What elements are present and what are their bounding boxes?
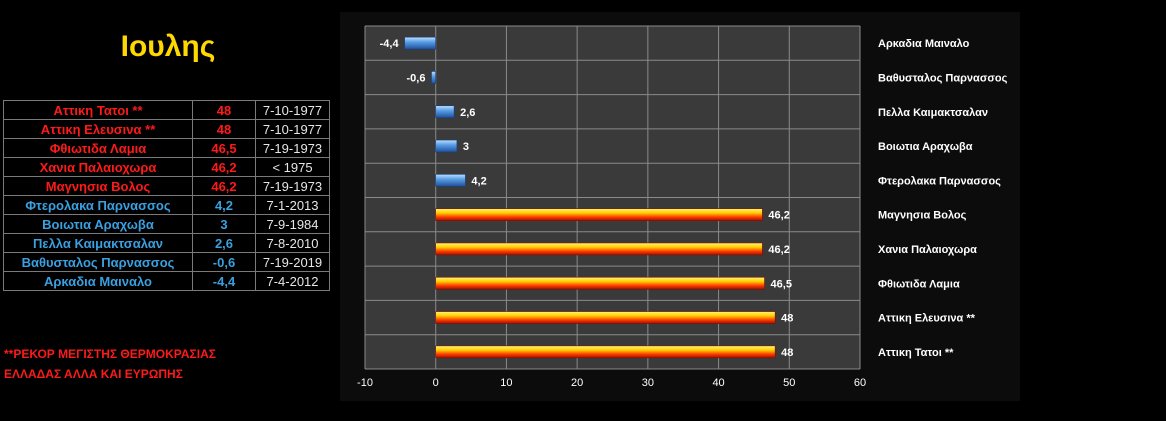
bar-value-label: 3 (463, 141, 469, 153)
station-name-cell: Βοιωτια Αραχωβα (3, 214, 193, 234)
records-table: Αττικη Τατοι ** 48 7-10-1977 Αττικη Ελευσιν… (3, 100, 330, 291)
bar (435, 208, 763, 221)
date-cell: 7-19-2019 (255, 252, 330, 272)
table-row: Χανια Παλαιοχωρα 46,2 < 1975 (3, 157, 330, 177)
chart-panel: -10 0 10 20 30 40 50 60 -4,4 Αρκαδια Μαιναλο -0,6 Β… (340, 12, 1020, 401)
x-tick-label: 40 (712, 377, 724, 389)
temperature-cell: 46,5 (192, 138, 256, 158)
temperature-cell: 46,2 (192, 176, 256, 196)
date-cell: 7-19-1973 (255, 176, 330, 196)
table-row: Φθιωτιδα Λαμια 46,5 7-19-1973 (3, 138, 330, 158)
bar (435, 311, 776, 324)
bar-value-label: 46,5 (771, 278, 792, 290)
date-cell: 7-9-1984 (255, 214, 330, 234)
station-name-cell: Αττικη Ελευσινα ** (3, 119, 193, 139)
category-label: Πελλα Καιμακτσαλαν (878, 107, 988, 119)
category-label: Αττικη Τατοι ** (878, 347, 954, 359)
bar-value-label: 2,6 (460, 107, 475, 119)
temperature-cell: 46,2 (192, 157, 256, 177)
bar-value-label: -0,6 (407, 72, 426, 84)
date-cell: 7-8-2010 (255, 233, 330, 253)
temperature-cell: 2,6 (192, 233, 256, 253)
temperature-cell: 48 (192, 119, 256, 139)
table-row: Φτερολακα Παρνασσος 4,2 7-1-2013 (3, 195, 330, 215)
bar-value-label: 46,2 (768, 210, 789, 222)
date-cell: 7-4-2012 (255, 271, 330, 291)
temperature-cell: -0,6 (192, 252, 256, 272)
category-label: Αττικη Ελευσινα ** (878, 313, 976, 325)
x-tick-label: -10 (357, 377, 373, 389)
date-cell: 7-19-1973 (255, 138, 330, 158)
x-tick-label: 30 (642, 377, 654, 389)
record-note: **ΡΕΚΟΡ ΜΕΓΙΣΤΗΣ ΘΕΡΜΟΚΡΑΣΙΑΣ ΕΛΛΑΔΑΣ ΑΛ… (4, 344, 216, 384)
category-label: Βαθυσταλος Παρνασσος (878, 72, 1008, 84)
bar (435, 139, 458, 153)
station-name-cell: Χανια Παλαιοχωρα (3, 157, 193, 177)
bar (435, 174, 466, 187)
x-tick-label: 0 (433, 377, 439, 389)
temperature-cell: 4,2 (192, 195, 256, 215)
category-label: Χανια Παλαιοχωρα (878, 244, 977, 256)
x-tick-label: 50 (783, 377, 795, 389)
bar-value-label: 4,2 (471, 175, 486, 187)
station-name-cell: Φτερολακα Παρνασσος (3, 195, 193, 215)
bar (404, 36, 437, 50)
station-name-cell: Πελλα Καιμακτσαλαν (3, 233, 193, 253)
table-row: Μαγνησια Βολος 46,2 7-19-1973 (3, 176, 330, 196)
table-row: Αττικη Ελευσινα ** 48 7-10-1977 (3, 119, 330, 139)
note-line-2: ΕΛΛΑΔΑΣ ΑΛΛΑ ΚΑΙ ΕΥΡΩΠΗΣ (4, 367, 183, 381)
date-cell: < 1975 (255, 157, 330, 177)
station-name-cell: Αττικη Τατοι ** (3, 100, 193, 120)
category-label: Φτερολακα Παρνασσος (878, 175, 1001, 187)
category-label: Μαγνησια Βολος (878, 210, 967, 222)
bar-value-label: 46,2 (768, 244, 789, 256)
temperature-cell: -4,4 (192, 271, 256, 291)
category-label: Φθιωτιδα Λαμια (878, 278, 960, 290)
station-name-cell: Μαγνησια Βολος (3, 176, 193, 196)
table-row: Βοιωτια Αραχωβα 3 7-9-1984 (3, 214, 330, 234)
date-cell: 7-10-1977 (255, 100, 330, 120)
bar-value-label: -4,4 (380, 38, 400, 50)
station-name-cell: Αρκαδια Μαιναλο (3, 271, 193, 291)
note-line-1: **ΡΕΚΟΡ ΜΕΓΙΣΤΗΣ ΘΕΡΜΟΚΡΑΣΙΑΣ (4, 347, 216, 361)
station-name-cell: Βαθυσταλος Παρνασσος (3, 252, 193, 272)
date-cell: 7-1-2013 (255, 195, 330, 215)
date-cell: 7-10-1977 (255, 119, 330, 139)
bar (431, 71, 437, 84)
table-row: Αττικη Τατοι ** 48 7-10-1977 (3, 100, 330, 120)
temperature-cell: 48 (192, 100, 256, 120)
category-label: Βοιωτια Αραχωβα (878, 141, 973, 153)
bar-value-label: 48 (781, 347, 793, 359)
bar (435, 105, 455, 119)
x-tick-label: 10 (500, 377, 512, 389)
page-title: Ιουλης (120, 30, 216, 63)
table-row: Πελλα Καιμακτσαλαν 2,6 7-8-2010 (3, 233, 330, 253)
category-label: Αρκαδια Μαιναλο (878, 38, 970, 50)
bar (435, 276, 765, 290)
table-row: Βαθυσταλος Παρνασσος -0,6 7-19-2019 (3, 252, 330, 272)
x-tick-label: 60 (854, 377, 866, 389)
bar-value-label: 48 (781, 313, 793, 325)
bar (435, 242, 763, 256)
bar-chart: -10 0 10 20 30 40 50 60 -4,4 Αρκαδια Μαιναλο -0,6 Β… (357, 25, 1008, 389)
table-row: Αρκαδια Μαιναλο -4,4 7-4-2012 (3, 271, 330, 291)
station-name-cell: Φθιωτιδα Λαμια (3, 138, 193, 158)
bar (435, 345, 776, 359)
temperature-cell: 3 (192, 214, 256, 234)
x-tick-label: 20 (571, 377, 583, 389)
